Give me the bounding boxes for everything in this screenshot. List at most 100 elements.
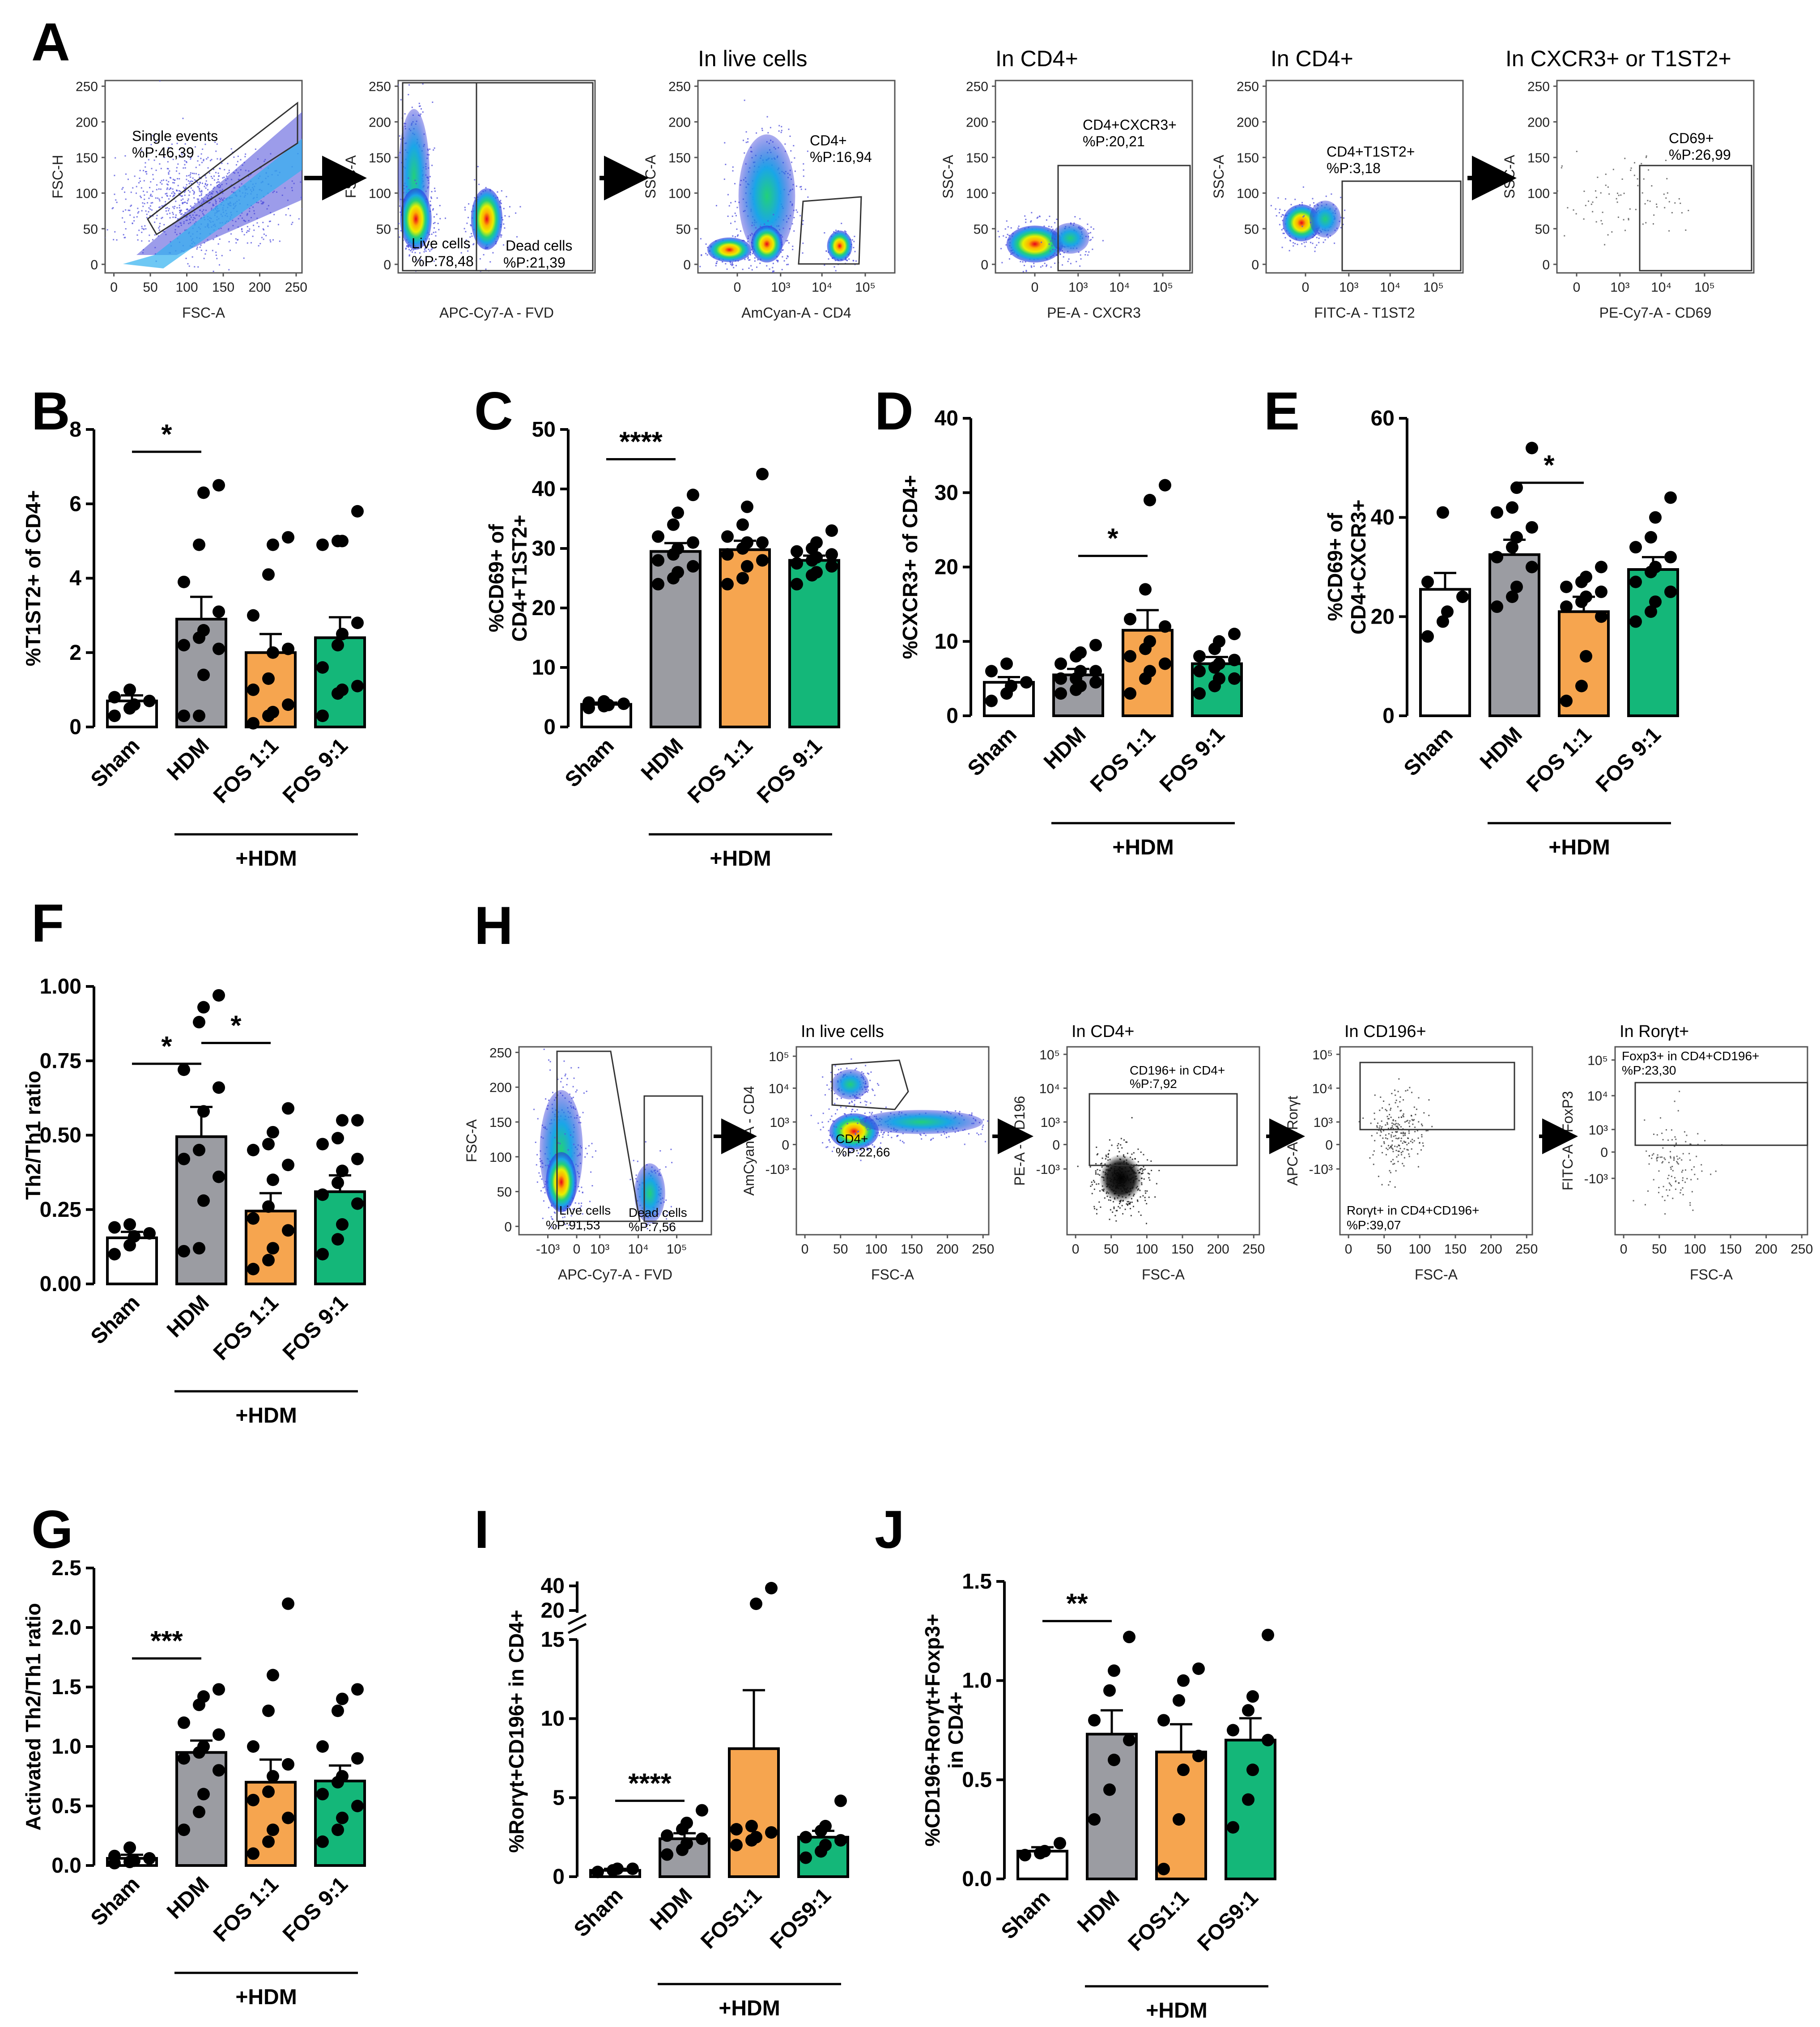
flow-event [932, 1138, 934, 1139]
flow-event [1140, 1168, 1142, 1169]
flow-event [180, 199, 182, 201]
flow-event [1595, 190, 1597, 192]
flow-event [1010, 253, 1012, 255]
flow-event [715, 205, 717, 207]
flow-event [783, 260, 785, 262]
flow-xtick-label: 50 [833, 1242, 848, 1257]
flow-event [434, 227, 435, 229]
flow-event [172, 188, 174, 190]
flow-xtick-label: 10³ [771, 280, 790, 295]
flow-event [207, 183, 208, 185]
flow-event [468, 203, 470, 205]
flow-event [167, 161, 169, 163]
flow-event [786, 263, 788, 265]
flow-event [200, 249, 202, 251]
flow-event [173, 192, 175, 194]
flow-event [1008, 258, 1010, 260]
flow-event [1382, 1137, 1384, 1139]
flow-event [213, 169, 215, 170]
flow-event [1398, 1154, 1399, 1156]
flow-event [1123, 1139, 1125, 1141]
flow-ytick-label: 150 [369, 151, 391, 166]
flow-event [735, 215, 737, 217]
flow-event [411, 106, 413, 108]
flow-event [149, 215, 151, 217]
flow-event [1059, 253, 1061, 255]
flow-event [1392, 1151, 1394, 1152]
flow-event [1147, 1159, 1148, 1161]
flow-event [1052, 249, 1054, 251]
flow-event [859, 1101, 861, 1103]
flow-event [182, 198, 184, 200]
flow-xtick-label: 10⁵ [667, 1242, 687, 1257]
flow-event [249, 228, 251, 230]
flow-event [174, 182, 175, 184]
flow-event [1312, 198, 1314, 200]
flow-event [1388, 1104, 1390, 1105]
flow-event [731, 264, 733, 266]
flow-event [725, 164, 727, 166]
flow-event [237, 155, 239, 157]
flow-ytick-label: 50 [497, 1185, 512, 1200]
flow-xlabel: PE-Cy7-A - CD69 [1599, 305, 1712, 321]
flow-event [151, 195, 153, 197]
flow-event [991, 251, 993, 253]
flow-event [659, 1169, 661, 1170]
flow-event [1110, 1199, 1111, 1201]
flow-event [408, 189, 410, 191]
flow-event [414, 252, 416, 254]
flow-event [964, 1143, 965, 1145]
flow-event [1304, 246, 1306, 247]
flow-xtick-label: 0 [1072, 1242, 1080, 1257]
flow-event [1376, 1126, 1378, 1128]
flow-event [179, 212, 181, 213]
flow-xtick-label: 150 [212, 280, 234, 295]
flow-event [123, 234, 124, 236]
flow-event [787, 240, 788, 242]
flow-event [396, 211, 397, 212]
flow-event [184, 143, 186, 145]
flow-event [398, 154, 400, 156]
flow-xlabel: FSC-A [1142, 1266, 1185, 1283]
flow-event [1056, 250, 1058, 252]
flow-event [184, 187, 186, 189]
flow-event [1089, 1166, 1091, 1168]
flow-event [1575, 213, 1577, 215]
flow-event [1050, 251, 1051, 252]
flow-event [589, 1201, 591, 1203]
flow-event [165, 207, 167, 209]
flow-event [1088, 251, 1090, 253]
flow-event [1386, 1138, 1388, 1140]
flow-event [1129, 1203, 1131, 1205]
flow-event [159, 223, 161, 225]
flow-xtick-label: 0 [1573, 280, 1581, 295]
flow-event [1000, 248, 1002, 250]
flow-event [855, 1067, 857, 1069]
flow-event [212, 177, 213, 179]
flow-event [802, 252, 804, 254]
flow-event [219, 168, 221, 170]
flow-event [1099, 1174, 1101, 1176]
flow-event [179, 204, 180, 206]
flow-event [191, 180, 193, 182]
flow-event [141, 231, 143, 233]
flow-event [990, 1127, 991, 1128]
flow-event [465, 231, 467, 233]
flow-event [470, 224, 472, 226]
flow-event [992, 1111, 994, 1113]
flow-event [866, 1091, 867, 1092]
flow-event [1048, 243, 1050, 245]
flow-event [772, 263, 774, 264]
flow-event [1671, 212, 1673, 213]
flow-event [548, 1207, 550, 1208]
flow-event [1067, 260, 1069, 262]
flow-event [982, 1124, 984, 1126]
flow-event [197, 160, 199, 162]
flow-event [1140, 1214, 1142, 1216]
flow-event [123, 221, 125, 223]
flow-event [1612, 169, 1614, 170]
flow-event [154, 234, 156, 236]
flow-event [432, 102, 434, 103]
flow-event [1601, 223, 1603, 225]
flow-event [468, 217, 469, 218]
